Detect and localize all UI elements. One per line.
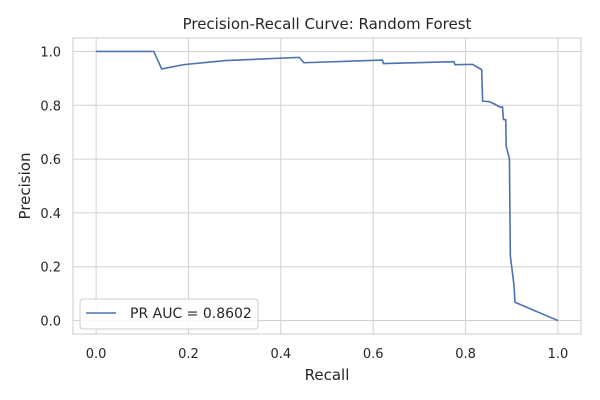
legend-box [79,298,259,330]
series-line-pr-curve [96,50,559,322]
chart-title: Precision-Recall Curve: Random Forest [183,15,472,33]
y-tick-label: 0.8 [40,99,61,114]
x-tick-label: 0.0 [86,347,107,362]
y-tick-label: 1.0 [40,45,61,60]
ticks-layer: 0.0 0.2 0.4 0.6 0.8 1.0 0.0 0.2 0.4 0.6 0.8 1.0 [40,45,568,362]
x-tick-label: 0.6 [363,347,384,362]
x-tick-label: 0.8 [455,347,476,362]
x-tick-label: 1.0 [548,347,569,362]
x-tick-label: 0.2 [178,347,199,362]
y-axis-label: Precision [16,153,34,220]
plot-frame [72,37,582,335]
y-tick-label: 0.0 [40,315,61,330]
legend: PR AUC = 0.8602 [79,298,259,330]
x-axis-label: Recall [305,366,350,384]
y-tick-label: 0.4 [40,207,61,222]
x-tick-label: 0.4 [270,347,291,362]
series-layer [96,50,559,322]
grid-layer [73,38,581,334]
y-tick-label: 0.6 [40,153,61,168]
y-tick-label: 0.2 [40,261,61,276]
legend-series-label: PR AUC = 0.8602 [130,306,252,322]
